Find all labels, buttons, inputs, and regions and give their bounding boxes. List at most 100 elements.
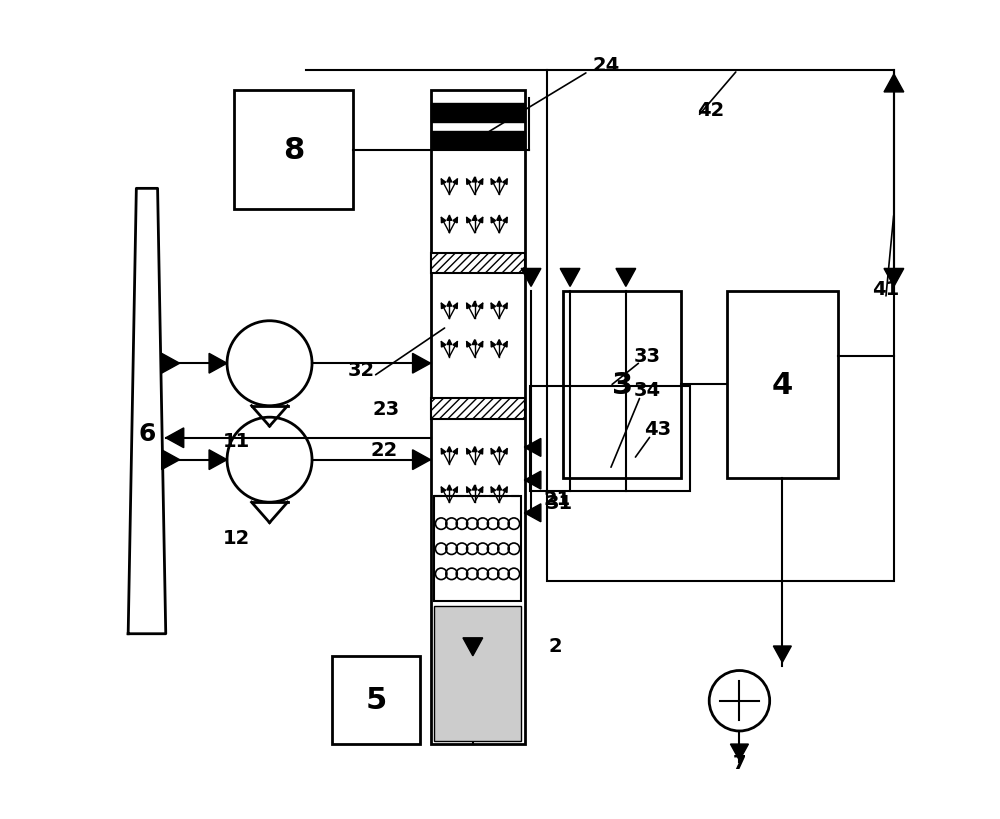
Polygon shape bbox=[453, 487, 457, 493]
Polygon shape bbox=[467, 304, 471, 310]
Polygon shape bbox=[503, 304, 507, 310]
Polygon shape bbox=[497, 486, 502, 491]
Bar bbox=[431, 399, 525, 419]
Polygon shape bbox=[467, 342, 471, 348]
Bar bbox=[530, 387, 690, 491]
Polygon shape bbox=[413, 354, 431, 373]
Polygon shape bbox=[478, 304, 483, 310]
Text: 8: 8 bbox=[283, 136, 304, 165]
Polygon shape bbox=[447, 447, 452, 452]
Polygon shape bbox=[441, 342, 446, 348]
Polygon shape bbox=[497, 447, 502, 452]
Polygon shape bbox=[491, 487, 496, 493]
Polygon shape bbox=[453, 218, 457, 224]
Text: 31: 31 bbox=[545, 494, 572, 513]
Polygon shape bbox=[491, 218, 496, 224]
Bar bbox=[547, 70, 894, 581]
Polygon shape bbox=[472, 216, 477, 221]
Text: 6: 6 bbox=[138, 422, 156, 446]
Bar bbox=[332, 656, 420, 744]
Polygon shape bbox=[162, 354, 180, 373]
Polygon shape bbox=[467, 218, 471, 224]
Bar bbox=[434, 606, 521, 741]
Text: 4: 4 bbox=[772, 370, 793, 400]
Polygon shape bbox=[441, 218, 446, 224]
Polygon shape bbox=[453, 304, 457, 310]
Polygon shape bbox=[467, 487, 471, 493]
Text: 2: 2 bbox=[549, 636, 562, 656]
Bar bbox=[431, 254, 525, 274]
Polygon shape bbox=[463, 638, 483, 656]
Text: 42: 42 bbox=[697, 101, 724, 120]
Polygon shape bbox=[497, 216, 502, 221]
Polygon shape bbox=[560, 269, 580, 287]
Text: 22: 22 bbox=[370, 440, 398, 459]
Polygon shape bbox=[162, 450, 180, 470]
Text: 24: 24 bbox=[593, 56, 620, 75]
Polygon shape bbox=[472, 486, 477, 491]
Polygon shape bbox=[453, 342, 457, 348]
Polygon shape bbox=[491, 179, 496, 185]
Polygon shape bbox=[447, 302, 452, 307]
Bar bbox=[431, 91, 525, 744]
Polygon shape bbox=[209, 450, 227, 470]
Polygon shape bbox=[472, 178, 477, 183]
Polygon shape bbox=[447, 486, 452, 491]
Polygon shape bbox=[730, 744, 748, 761]
Polygon shape bbox=[453, 449, 457, 455]
Polygon shape bbox=[773, 646, 791, 663]
Text: 41: 41 bbox=[872, 279, 899, 298]
Polygon shape bbox=[616, 269, 636, 287]
Polygon shape bbox=[467, 449, 471, 455]
Polygon shape bbox=[525, 439, 541, 457]
Bar bbox=[234, 91, 353, 210]
Polygon shape bbox=[467, 179, 471, 185]
Polygon shape bbox=[472, 302, 477, 307]
Text: 3: 3 bbox=[612, 370, 633, 400]
Polygon shape bbox=[497, 340, 502, 345]
Text: 5: 5 bbox=[366, 686, 387, 714]
Polygon shape bbox=[884, 75, 904, 93]
Polygon shape bbox=[447, 216, 452, 221]
Polygon shape bbox=[525, 472, 541, 490]
Text: 34: 34 bbox=[634, 380, 661, 400]
Polygon shape bbox=[503, 218, 507, 224]
Polygon shape bbox=[497, 178, 502, 183]
Polygon shape bbox=[884, 269, 904, 287]
Polygon shape bbox=[491, 304, 496, 310]
Text: 12: 12 bbox=[223, 528, 250, 547]
Text: 21: 21 bbox=[544, 490, 571, 509]
Polygon shape bbox=[472, 340, 477, 345]
Polygon shape bbox=[503, 487, 507, 493]
Text: 23: 23 bbox=[373, 399, 400, 419]
Bar bbox=[727, 291, 838, 479]
Text: 43: 43 bbox=[644, 419, 671, 439]
Polygon shape bbox=[521, 269, 541, 287]
Polygon shape bbox=[209, 354, 227, 373]
Polygon shape bbox=[166, 428, 184, 448]
Polygon shape bbox=[503, 449, 507, 455]
Polygon shape bbox=[478, 342, 483, 348]
Polygon shape bbox=[441, 304, 446, 310]
Polygon shape bbox=[478, 487, 483, 493]
Bar bbox=[563, 291, 681, 479]
Polygon shape bbox=[497, 302, 502, 307]
Text: 32: 32 bbox=[348, 361, 375, 380]
Polygon shape bbox=[503, 342, 507, 348]
Polygon shape bbox=[447, 340, 452, 345]
Bar bbox=[434, 497, 521, 601]
Polygon shape bbox=[503, 179, 507, 185]
Polygon shape bbox=[525, 505, 541, 523]
Polygon shape bbox=[413, 450, 431, 470]
Polygon shape bbox=[472, 447, 477, 452]
Polygon shape bbox=[441, 179, 446, 185]
Polygon shape bbox=[441, 449, 446, 455]
Polygon shape bbox=[491, 449, 496, 455]
Text: 33: 33 bbox=[634, 346, 661, 365]
Bar bbox=[431, 132, 525, 150]
Polygon shape bbox=[491, 342, 496, 348]
Text: 11: 11 bbox=[223, 432, 250, 450]
Polygon shape bbox=[447, 178, 452, 183]
Polygon shape bbox=[441, 487, 446, 493]
Polygon shape bbox=[478, 179, 483, 185]
